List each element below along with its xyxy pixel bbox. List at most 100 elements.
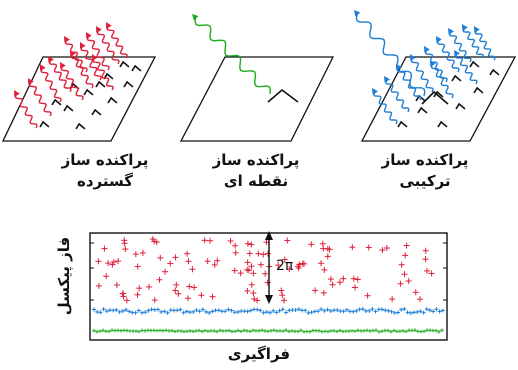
corner-reflector-icon <box>95 80 106 88</box>
scatter-point <box>408 310 413 315</box>
corner-reflector-icon <box>75 122 86 130</box>
wave-arrow-body <box>436 40 460 73</box>
caption-combined-scatterer: پراکنده ساز ترکیبی <box>350 150 500 192</box>
scatter-point <box>275 262 282 269</box>
scatter-point <box>134 329 138 333</box>
scatter-point <box>360 307 365 312</box>
corner-reflector-icon <box>437 120 448 128</box>
scatter-point <box>311 328 315 333</box>
scatter-point <box>113 281 120 288</box>
wave-arrow-head <box>448 28 454 35</box>
scatter-point <box>251 328 255 333</box>
panel-combined-scatterer <box>354 10 517 142</box>
scatter-point <box>207 237 214 244</box>
double-arrow-head-bottom <box>265 295 273 304</box>
scatter-point <box>269 328 273 333</box>
scatter-point <box>101 307 106 312</box>
corner-reflector-icon <box>473 86 484 94</box>
panel-distributed-scatterer <box>1 22 157 142</box>
scatter-point <box>326 329 330 334</box>
scatter-point <box>280 307 285 312</box>
scatter-point <box>402 252 409 259</box>
scatter-point <box>227 328 231 333</box>
ground-plane <box>179 56 335 142</box>
wave-arrow-icon <box>96 26 120 65</box>
scatter-point <box>428 328 432 333</box>
scatter-point <box>136 308 141 313</box>
scatter-point <box>440 328 444 333</box>
scatter-point <box>279 292 286 299</box>
scatter-point <box>197 328 201 333</box>
scatter-point <box>239 329 243 334</box>
corner-reflector-icon <box>123 80 134 88</box>
wave-arrow-head <box>64 36 70 43</box>
wave-arrow-icon <box>448 28 472 63</box>
scatter-point <box>320 329 324 334</box>
scatter-point <box>277 308 282 313</box>
scatter-point <box>215 329 219 334</box>
corner-reflector-icon <box>451 74 462 82</box>
scatter-point <box>140 310 144 315</box>
scatter-point <box>216 308 221 313</box>
wave-arrow-body <box>385 79 410 113</box>
scatter-point <box>207 310 212 315</box>
ground-plane <box>360 56 517 142</box>
wave-arrow-body <box>474 30 496 61</box>
scatter-point <box>200 329 204 334</box>
scatter-point <box>296 329 300 334</box>
scatter-point <box>328 308 333 313</box>
caption-distributed-line2: گسترده <box>77 172 133 190</box>
scatter-point <box>383 308 388 313</box>
scatter-point <box>320 245 327 252</box>
scatter-point <box>248 263 255 270</box>
scatter-point <box>203 328 207 333</box>
scatter-point <box>132 251 139 258</box>
scatter-point <box>210 309 215 314</box>
scatter-point <box>175 290 182 297</box>
scatter-point <box>323 329 327 334</box>
corner-reflector-icon <box>91 108 102 116</box>
scatter-point <box>308 241 315 248</box>
scatter-point <box>123 297 130 304</box>
scatter-point <box>134 291 141 298</box>
wave-arrow-body <box>455 53 478 85</box>
scatter-point <box>374 328 378 333</box>
scatter-point <box>412 289 419 296</box>
wave-arrow-icon <box>79 42 102 81</box>
scatter-point <box>119 290 126 297</box>
wave-arrow-body <box>96 30 120 65</box>
scatter-point <box>233 329 237 334</box>
scatter-point <box>246 250 253 257</box>
scatter-point <box>143 310 148 315</box>
scatter-point <box>324 253 331 260</box>
scatter-point <box>149 236 156 243</box>
scatter-point <box>218 328 222 333</box>
scatter-point <box>431 328 435 333</box>
wave-arrow-head <box>454 50 460 57</box>
scatter-point <box>255 307 260 312</box>
wave-arrow-icon <box>192 14 272 95</box>
corner-reflector-icon <box>131 64 142 72</box>
wave-arrow-body <box>48 60 72 93</box>
wave-arrow-head <box>39 64 46 71</box>
scatter-point <box>232 242 239 249</box>
scatter-point <box>377 329 381 334</box>
panel-point-scatterer <box>179 14 335 142</box>
scatter-point <box>173 329 177 334</box>
scatter-point <box>332 329 336 333</box>
double-arrow-icon <box>265 231 273 304</box>
wave-arrow-icon <box>14 90 38 129</box>
scatter-point <box>165 310 170 315</box>
wave-arrow-body <box>106 26 128 59</box>
scatter-point <box>340 275 347 282</box>
wave-arrow-icon <box>474 26 496 61</box>
scatter-point <box>415 310 420 315</box>
scatter-point <box>231 267 238 274</box>
scatter-point <box>95 282 102 289</box>
corner-reflector-icon <box>421 90 449 105</box>
scatter-point <box>264 279 271 286</box>
scatter-point <box>179 329 183 333</box>
scatter-point <box>314 328 318 333</box>
wave-arrow-head <box>424 46 430 53</box>
scatter-point <box>229 308 234 313</box>
